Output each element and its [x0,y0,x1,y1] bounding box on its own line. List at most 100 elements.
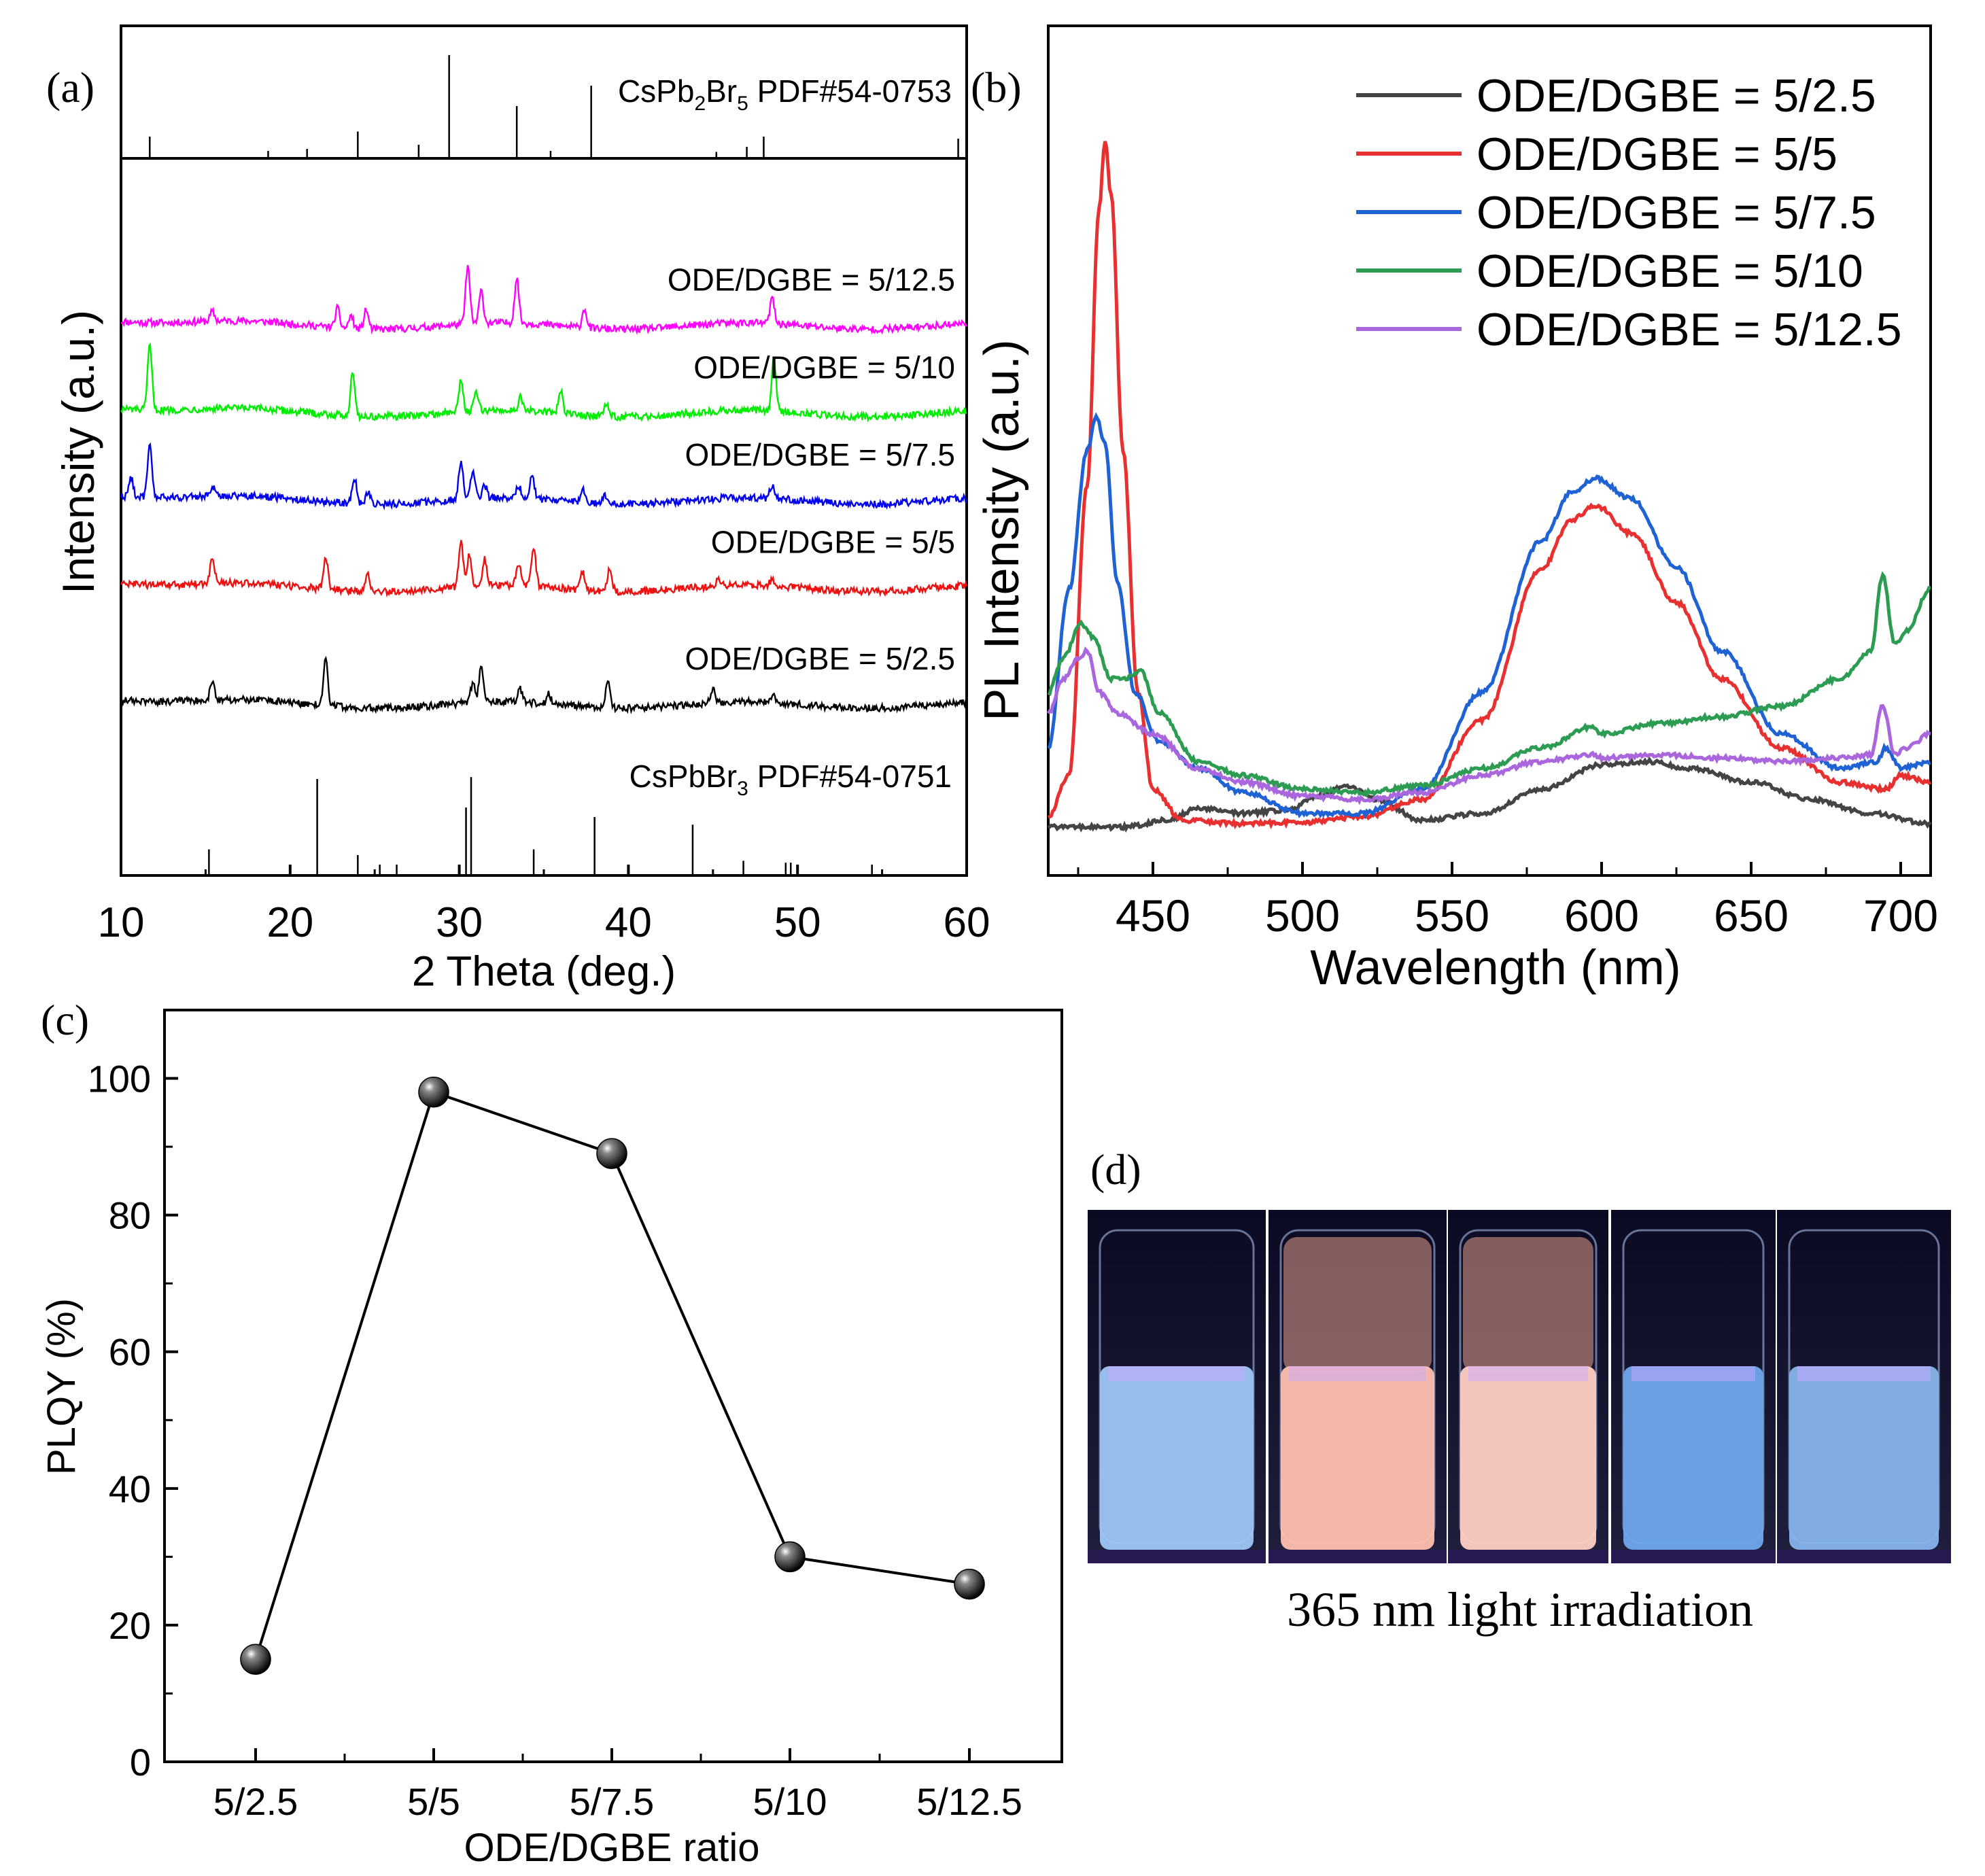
vial-5-2.5 [1088,1210,1266,1563]
xrd-series-label: ODE/DGBE = 5/12.5 [668,262,955,298]
legend-label: ODE/DGBE = 5/2.5 [1477,70,1876,122]
vial-meniscus [1289,1366,1426,1381]
panel-b-y-label: PL Intensity (a.u.) [975,339,1029,721]
panel-a-x-axis: 10 20 30 40 50 60 [98,865,990,946]
x-tick-label: 450 [1116,890,1190,941]
y-tick-label: 0 [130,1741,151,1784]
x-tick-label: 700 [1863,890,1938,941]
y-tick-label: 60 [109,1331,151,1374]
plqy-point-5-5 [418,1076,449,1108]
x-tick-label: 20 [266,899,313,946]
vial-headspace-glow [1283,1237,1432,1373]
plqy-point-5-10 [774,1541,806,1573]
panel-a-x-label: 2 Theta (deg.) [412,948,676,995]
xrd-line-5-7.5 [120,442,968,510]
y-tick-label: 80 [109,1194,151,1237]
vial-liquid [1100,1366,1254,1550]
legend-label: ODE/DGBE = 5/5 [1477,128,1837,180]
x-tick-label: 5/7.5 [570,1780,655,1823]
vial-photo-strip [1088,1210,1951,1563]
pl-line-5-10 [1047,571,1931,798]
xrd-line-5-2.5 [120,655,967,714]
y-tick-label: 100 [88,1058,151,1100]
x-tick-label: 650 [1714,890,1789,941]
x-tick-label: 40 [605,899,652,946]
y-tick-label: 40 [109,1467,151,1510]
pl-line-5-5 [1048,141,1932,830]
x-tick-label: 600 [1564,890,1639,941]
panel-c-label: (c) [41,996,89,1044]
reference-bottom-label: CsPbBr3 PDF#54-0751 [629,759,952,800]
panel-d-caption: 365 nm light irradiation [1287,1582,1753,1637]
panel-b-frame [1047,24,1932,877]
reference-top-label: CsPb2Br5 PDF#54-0753 [618,73,952,115]
vial-5-10 [1611,1210,1776,1563]
panel-d-label: (d) [1090,1145,1141,1194]
vial-base [1268,1550,1447,1563]
panel-b-x-label: Wavelength (nm) [1310,941,1681,995]
vial-liquid [1623,1366,1763,1550]
x-tick-label: 5/12.5 [916,1780,1022,1823]
vial-5-7.5 [1448,1210,1608,1563]
panel-a: (a) CsPb2Br5 PDF#54-0753 ODE/DGBE = 5/12… [46,24,990,995]
xrd-line-5-10 [120,342,967,423]
x-tick-label: 60 [944,899,990,946]
vial-meniscus [1468,1366,1588,1381]
plqy-point-5-12.5 [954,1568,985,1600]
y-tick-label: 20 [109,1604,151,1647]
x-tick-label: 5/5 [407,1780,460,1823]
pl-line-5-12.5 [1046,646,1931,805]
x-tick-label: 50 [774,899,821,946]
panel-b-x-axis: 450 500 550 600 650 700 [1077,862,1938,941]
vial-liquid [1281,1366,1434,1550]
panel-c-y-label: PLQY (%) [39,1298,84,1475]
pl-series [1046,141,1932,833]
plqy-point-5-7.5 [596,1138,627,1169]
xrd-line-5-12.5 [120,264,968,336]
reference-bottom-sticks [208,777,873,874]
panel-a-label: (a) [46,63,94,111]
x-tick-label: 5/10 [753,1780,827,1823]
vial-base [1088,1550,1266,1563]
xrd-series [120,264,968,714]
vial-5-5 [1268,1210,1447,1563]
panel-c-x-axis: 5/2.5 5/5 5/7.5 5/10 5/12.5 [213,1748,1022,1823]
xrd-series-label: ODE/DGBE = 5/10 [693,349,955,385]
xrd-series-labels: ODE/DGBE = 5/12.5 ODE/DGBE = 5/10 ODE/DGBE… [668,262,955,676]
plqy-series [240,1076,985,1675]
panel-c-y-axis: 0 20 40 60 80 100 [88,1009,178,1784]
plqy-line [254,1090,970,1660]
panel-c-x-label: ODE/DGBE ratio [464,1826,759,1870]
vial-base [1777,1550,1951,1563]
pl-line-5-2.5 [1047,756,1932,833]
x-tick-label: 500 [1265,890,1340,941]
panel-c: (c) 0 20 40 60 80 100 5/2.5 5/5 5/7.5 5/10 5/12.5… [39,996,1063,1870]
x-tick-label: 10 [98,899,145,946]
reference-top-sticks [149,55,959,157]
x-tick-label: 550 [1415,890,1489,941]
xrd-line-5-5 [120,540,968,598]
panel-a-y-label: Intensity (a.u.) [53,310,103,594]
vial-meniscus [1632,1366,1755,1381]
legend-label: ODE/DGBE = 5/7.5 [1477,187,1876,239]
legend-label: ODE/DGBE = 5/10 [1477,245,1863,297]
vial-5-12.5 [1777,1210,1951,1563]
vial-liquid [1789,1366,1939,1550]
plqy-point-5-2.5 [240,1644,271,1675]
panel-c-frame [163,1009,1063,1763]
vial-base [1448,1550,1608,1563]
vial-headspace-glow [1463,1237,1593,1373]
vial-base [1611,1550,1776,1563]
xrd-series-label: ODE/DGBE = 5/7.5 [685,437,955,472]
legend-label: ODE/DGBE = 5/12.5 [1477,304,1902,355]
vial-liquid [1460,1366,1596,1550]
x-tick-label: 30 [436,899,483,946]
vial-meniscus [1108,1366,1245,1381]
panel-b-legend: ODE/DGBE = 5/2.5 ODE/DGBE = 5/5 ODE/DGBE =… [1356,70,1902,355]
panel-d: (d) 365 nm light irradiation [1088,1145,1951,1637]
xrd-series-label: ODE/DGBE = 5/5 [711,525,955,560]
x-tick-label: 5/2.5 [213,1780,298,1823]
vial-meniscus [1797,1366,1931,1381]
